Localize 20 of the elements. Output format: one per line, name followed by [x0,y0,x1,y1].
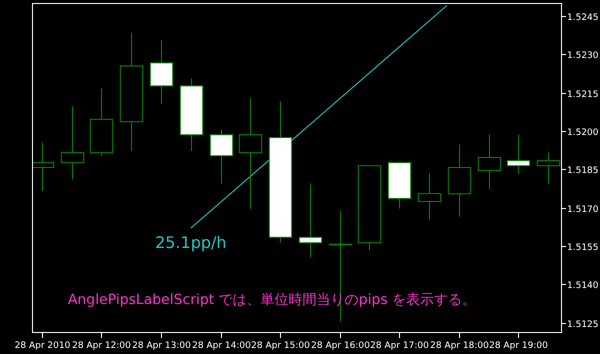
x-tick-label: 28 Apr 18:00 [430,341,490,351]
y-tick-label: 1.5245 [567,13,598,23]
x-tick-label: 28 Apr 14:00 [192,341,252,351]
y-tick-label: 1.5125 [567,320,598,330]
x-tick-label: 28 Apr 12:00 [72,341,132,351]
y-tick-label: 1.5155 [567,243,598,253]
y-tick-label: 1.5185 [567,166,598,176]
x-tick-label: 28 Apr 16:00 [311,341,370,351]
x-tick-label: 28 Apr 17:00 [370,341,430,351]
x-tick-label: 28 Apr 2010 [14,341,71,351]
y-tick-label: 1.5200 [567,128,599,138]
y-tick-label: 1.5140 [567,281,599,291]
x-tick-label: 28 Apr 15:00 [251,341,310,351]
x-tick-label: 28 Apr 13:00 [132,341,192,351]
y-tick-label: 1.5215 [567,90,598,100]
y-tick-label: 1.5170 [567,205,599,215]
y-tick-label: 1.5230 [567,51,599,61]
annotation: AnglePipsLabelScript では、単位時間当りのpips を表示する。 [68,292,476,308]
x-tick-label: 28 Apr 19:00 [489,341,548,351]
annotation: 25.1pp/h [155,233,227,252]
